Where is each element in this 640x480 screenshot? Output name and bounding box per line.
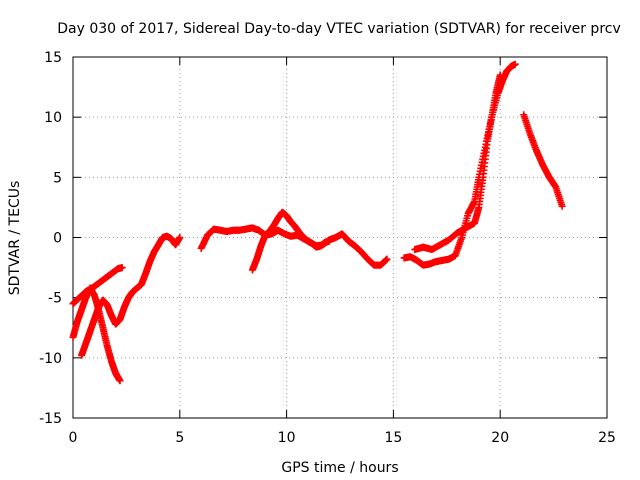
y-tick-label: -10 [39,351,62,367]
series-arc4 [197,224,391,269]
data-points [69,60,566,385]
x-tick-label: 15 [384,430,402,446]
y-tick-label: 15 [44,50,62,66]
x-tick-label: 5 [175,430,184,446]
x-tick-label: 20 [491,430,509,446]
y-tick-label: -5 [48,291,62,307]
data-point [496,71,504,79]
x-axis-label: GPS time / hours [281,460,398,476]
x-tick-label: 10 [278,430,296,446]
axis-ticks: 0 5 10 15 20 25 -15 -10 -5 0 5 10 15 [39,50,616,446]
chart-title: Day 030 of 2017, Sidereal Day-to-day VTE… [57,21,621,37]
series-arc8 [520,111,566,210]
y-tick-label: 5 [53,170,62,186]
series-arc3 [69,264,126,308]
y-axis-label: SDTVAR / TECUs [7,181,23,296]
x-tick-label: 25 [598,430,616,446]
y-tick-label: -15 [39,411,62,427]
y-tick-label: 0 [53,231,62,247]
data-point [383,255,391,263]
y-tick-label: 10 [44,110,62,126]
data-point [116,377,124,385]
series-arc5 [248,208,333,274]
x-tick-label: 0 [69,430,78,446]
series-arc6 [400,60,519,269]
data-point [325,237,333,245]
data-point [176,234,184,241]
series-arc2 [78,232,184,359]
series-arc7 [411,71,504,254]
data-point [511,60,519,68]
data-point [118,264,126,272]
data-point [558,202,566,210]
